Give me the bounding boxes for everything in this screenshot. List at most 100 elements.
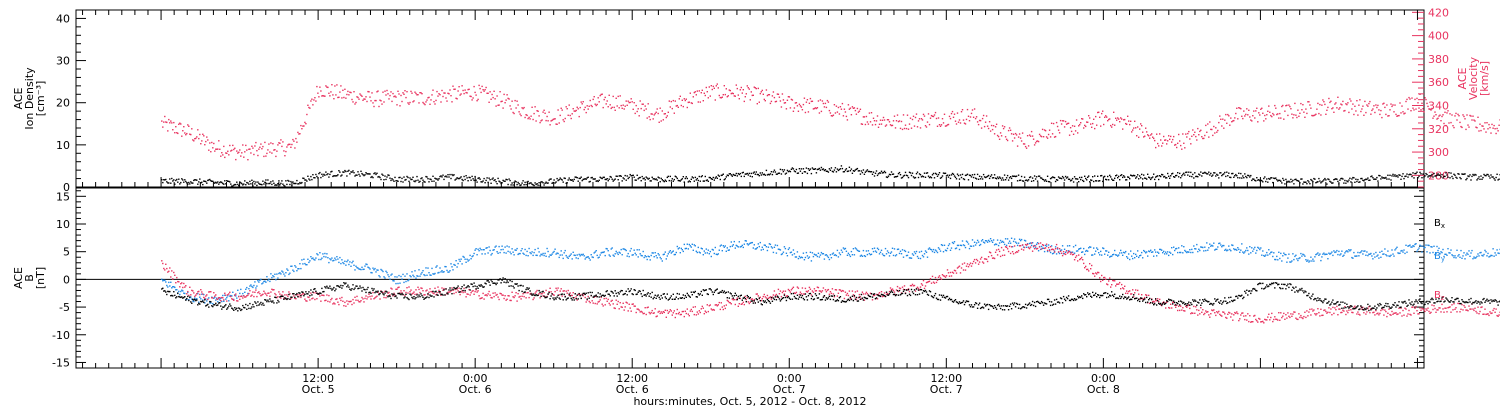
velocity-series-point [1158, 145, 1160, 147]
velocity-series-point [1029, 135, 1032, 137]
by-series-point [187, 291, 189, 294]
bz-series-point [629, 307, 631, 309]
velocity-series-point [1155, 146, 1157, 149]
by-series-point [622, 248, 624, 250]
density-series-point [1424, 175, 1426, 177]
density-series-point [941, 175, 944, 177]
velocity-series-point [936, 125, 939, 127]
velocity-series-point [237, 152, 239, 154]
by-series-point [783, 246, 786, 248]
by-series-point [218, 297, 220, 300]
velocity-series-point [1271, 115, 1273, 118]
by-series-point [1101, 254, 1103, 256]
density-series-point [339, 171, 341, 173]
by-series-point [884, 247, 887, 250]
bz-series-point [490, 296, 492, 299]
by-series-point [1117, 255, 1119, 257]
density-series-point [1310, 178, 1312, 181]
density-series-point [1070, 179, 1073, 181]
by-series [161, 237, 1500, 305]
density-series-point [1294, 178, 1296, 181]
velocity-series-point [1297, 109, 1299, 111]
by-series-point [634, 252, 636, 254]
density-series-point [361, 172, 363, 175]
bz-series-point [484, 294, 486, 296]
velocity-series-point [294, 147, 296, 149]
by-series-point [762, 248, 764, 251]
by-series-point [939, 250, 942, 252]
density-series-point [931, 174, 934, 176]
bz-series-point [169, 267, 171, 269]
by-series-point [317, 254, 319, 256]
bz-series-point [374, 297, 376, 299]
bz-series-point [518, 296, 520, 298]
by-series-point [791, 254, 794, 256]
by-series-point [273, 276, 275, 278]
bz-series-point [474, 290, 476, 293]
density-series-point [1432, 176, 1434, 178]
bz-series-point [406, 287, 408, 289]
density-series-point [378, 175, 380, 178]
density-series-point [395, 180, 397, 182]
by-series-point [1072, 246, 1075, 248]
density-series-point [1279, 179, 1281, 182]
density-series-point [725, 176, 727, 178]
density-series-point [1019, 179, 1022, 181]
bz-series-point [319, 295, 321, 297]
by-series-point [727, 249, 729, 251]
density-series-point [932, 172, 935, 175]
velocity-series-point [1135, 127, 1137, 129]
bz-series-point [215, 294, 217, 296]
by-series-point [541, 254, 543, 256]
velocity-series-point [759, 92, 761, 95]
density-series-point [579, 177, 581, 180]
velocity-series-point [1025, 147, 1028, 149]
by-series-point [888, 255, 891, 257]
velocity-series-point [435, 99, 437, 102]
by-series-point [349, 261, 351, 263]
bz-series-point [539, 297, 541, 299]
by-series-point [1394, 249, 1396, 251]
by-series-point [631, 254, 633, 256]
by-series-point [1454, 255, 1456, 257]
velocity-series-point [1065, 123, 1068, 125]
density-series-point [878, 172, 881, 174]
density-series-point [1357, 178, 1359, 181]
density-series-point [1136, 176, 1138, 178]
velocity-series-point [1174, 144, 1176, 146]
density-series-point [1261, 180, 1263, 182]
bottom-y-tick-label: 10 [56, 218, 70, 231]
density-series-point [289, 183, 291, 186]
density-series-point [654, 178, 656, 181]
density-series-point [1242, 175, 1244, 177]
density-series-point [816, 168, 819, 171]
by-series-point [260, 278, 262, 281]
velocity-series-point [443, 92, 445, 94]
by-series-point [1290, 261, 1292, 263]
by-series-point [237, 289, 239, 291]
bz-series-point [567, 289, 569, 292]
by-series-point [906, 254, 909, 257]
density-series-point [1118, 175, 1120, 178]
velocity-series-point [877, 126, 880, 128]
density-series-point [797, 172, 800, 174]
density-series-point [1038, 175, 1041, 177]
by-series-point [826, 255, 829, 257]
by-series-point [302, 263, 304, 265]
density-series-point [851, 172, 854, 174]
density-series-point [927, 175, 930, 177]
velocity-series-point [811, 100, 814, 102]
density-series-point [1142, 178, 1144, 180]
bz-series-point [620, 306, 622, 308]
bz-series-point [651, 309, 653, 312]
by-series-point [580, 253, 582, 256]
density-series-point [1449, 177, 1451, 179]
density-series-point [1295, 178, 1297, 180]
density-series-point [707, 180, 709, 182]
density-series-point [463, 175, 465, 178]
density-series-point [485, 179, 487, 182]
density-series-point [341, 174, 343, 176]
density-series-point [1258, 179, 1260, 181]
density-series-point [1109, 174, 1111, 177]
velocity-series-point [938, 124, 941, 126]
